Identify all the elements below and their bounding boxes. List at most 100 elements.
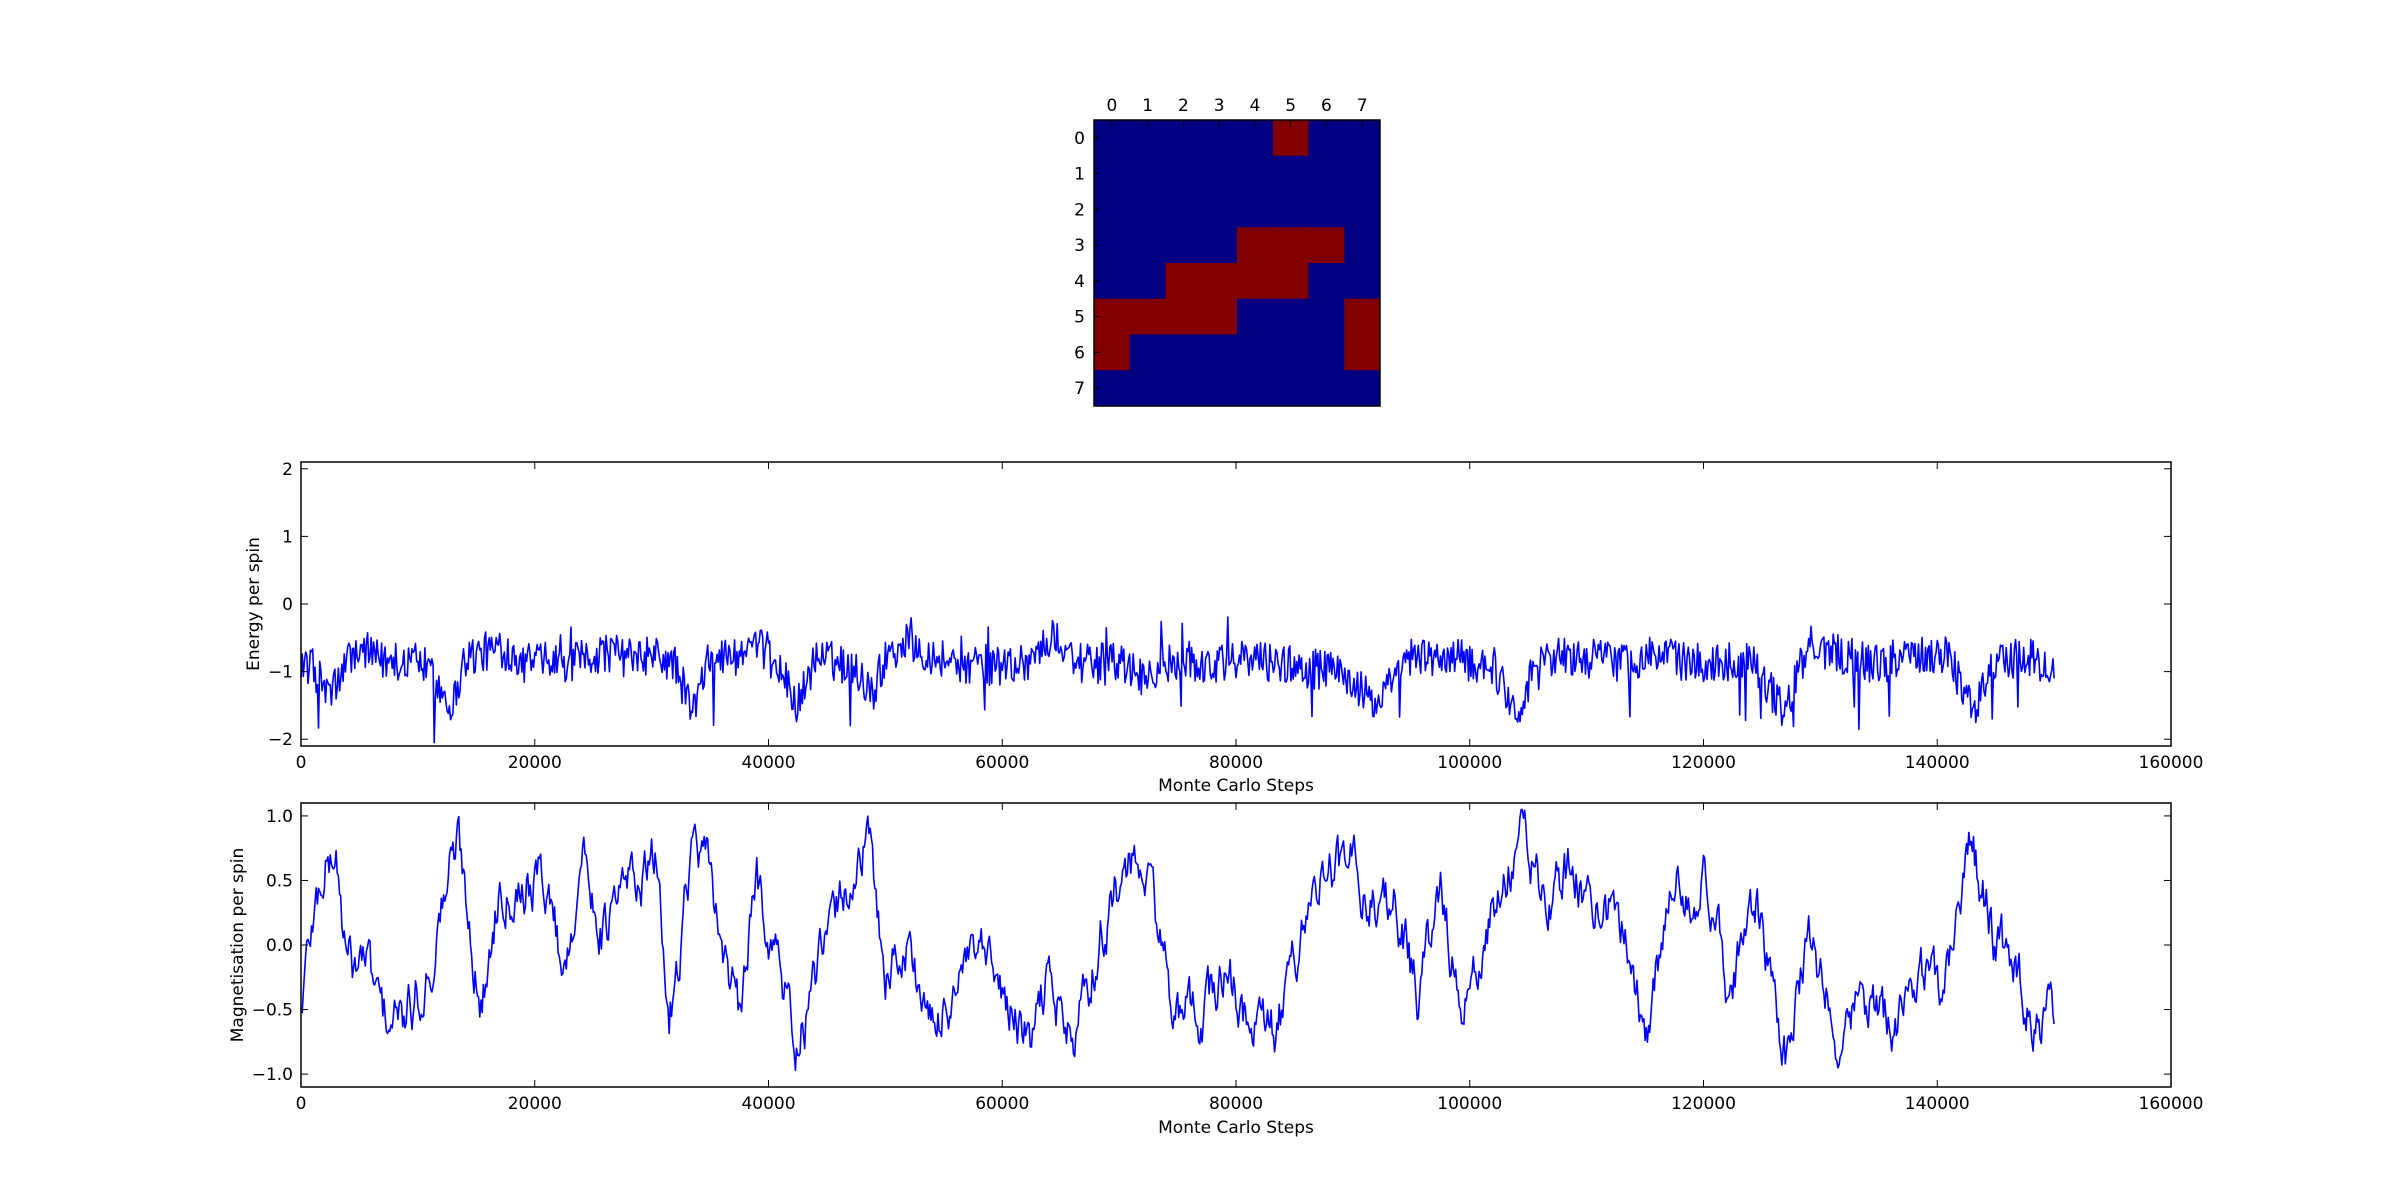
x-tick-label: 0	[296, 753, 307, 773]
lattice-y-tick-label: 0	[1074, 129, 1085, 149]
x-tick-label: 60000	[975, 1094, 1029, 1114]
x-tick-label: 100000	[1437, 753, 1502, 773]
lattice-cell	[1129, 334, 1166, 371]
lattice-cell	[1308, 298, 1345, 335]
lattice-y-tick-label: 7	[1074, 379, 1085, 399]
energy-series-line	[300, 616, 2055, 744]
lattice-cell	[1308, 334, 1345, 371]
lattice-cell	[1201, 155, 1238, 192]
y-tick-label: 2	[282, 460, 293, 480]
lattice-cell	[1094, 191, 1131, 228]
lattice-cell	[1344, 263, 1381, 300]
lattice-cell	[1201, 370, 1238, 407]
energy-y-axis: −2 −1 0 1 2	[268, 460, 2171, 750]
lattice-cell	[1308, 263, 1345, 300]
lattice-cell	[1344, 155, 1381, 192]
x-tick-label: 140000	[1905, 753, 1970, 773]
lattice-y-tick-label: 3	[1074, 236, 1085, 256]
x-tick-label: 60000	[975, 753, 1029, 773]
x-tick-label: 160000	[2139, 1094, 2204, 1114]
lattice-cell	[1129, 227, 1166, 264]
lattice-cell	[1165, 155, 1202, 192]
lattice-cell	[1272, 370, 1309, 407]
lattice-cell	[1344, 298, 1381, 335]
energy-x-axis: 0 20000 40000 60000 80000 100000 120000 140000 1…	[296, 462, 2204, 773]
lattice-x-tick-label: 6	[1321, 96, 1332, 116]
lattice-cell	[1094, 155, 1131, 192]
magnetisation-x-axis: 0 20000 40000 60000 80000 100000 120000 140000 1…	[296, 803, 2204, 1114]
lattice-cell	[1308, 370, 1345, 407]
lattice-cell	[1094, 370, 1131, 407]
lattice-cell	[1165, 298, 1202, 335]
lattice-x-tick-label: 3	[1214, 96, 1225, 116]
y-tick-label: −0.5	[252, 1001, 293, 1021]
x-tick-label: 80000	[1209, 753, 1263, 773]
lattice-cell	[1344, 370, 1381, 407]
x-tick-label: 140000	[1905, 1094, 1970, 1114]
y-tick-label: 1	[282, 527, 293, 547]
magnetisation-y-axis-label: Magnetisation per spin	[228, 848, 248, 1043]
lattice-cell	[1094, 227, 1131, 264]
x-tick-label: 0	[296, 1094, 307, 1114]
lattice-y-tick-label: 5	[1074, 308, 1085, 328]
x-tick-label: 100000	[1437, 1094, 1502, 1114]
magnetisation-x-axis-label: Monte Carlo Steps	[1158, 1118, 1314, 1138]
lattice-cell	[1237, 155, 1274, 192]
lattice-cell	[1344, 120, 1381, 157]
lattice-cell	[1308, 227, 1345, 264]
lattice-cell	[1237, 370, 1274, 407]
lattice-cell	[1129, 370, 1166, 407]
lattice-cell	[1201, 227, 1238, 264]
lattice-cell	[1094, 334, 1131, 371]
lattice-frame	[1093, 119, 1381, 407]
lattice-cell	[1129, 263, 1166, 300]
lattice-cell	[1308, 191, 1345, 228]
magnetisation-panel: 0 20000 40000 60000 80000 100000 120000 140000 1…	[228, 802, 2204, 1138]
lattice-cell	[1272, 298, 1309, 335]
lattice-x-tick-label: 2	[1178, 96, 1189, 116]
lattice-x-tick-label: 4	[1249, 96, 1260, 116]
energy-x-axis-label: Monte Carlo Steps	[1158, 776, 1314, 796]
lattice-cell	[1201, 191, 1238, 228]
lattice-cell	[1165, 334, 1202, 371]
lattice-cell	[1344, 334, 1381, 371]
lattice-x-tick-label: 1	[1142, 96, 1153, 116]
lattice-cell	[1272, 155, 1309, 192]
lattice-cell	[1165, 120, 1202, 157]
x-tick-label: 40000	[741, 1094, 795, 1114]
lattice-x-tick-label: 7	[1357, 96, 1368, 116]
magnetisation-y-axis: −1.0 −0.5 0.0 0.5 1.0	[252, 807, 2171, 1085]
lattice-cell	[1237, 120, 1274, 157]
lattice-cell	[1237, 263, 1274, 300]
lattice-cell	[1165, 191, 1202, 228]
lattice-x-tick-label: 0	[1106, 96, 1117, 116]
lattice-cell	[1201, 334, 1238, 371]
lattice-cell	[1094, 120, 1131, 157]
x-tick-label: 160000	[2139, 753, 2204, 773]
lattice-cell	[1272, 227, 1309, 264]
lattice-y-tick-label: 6	[1074, 343, 1085, 363]
lattice-cell	[1308, 155, 1345, 192]
lattice-cell	[1165, 263, 1202, 300]
y-tick-label: −2	[268, 730, 293, 750]
lattice-y-tick-label: 1	[1074, 165, 1085, 185]
lattice-cell	[1129, 298, 1166, 335]
lattice-cell	[1272, 191, 1309, 228]
lattice-x-tick-label: 5	[1285, 96, 1296, 116]
lattice-cell	[1344, 227, 1381, 264]
lattice-y-axis: 0 1 2 3 4 5 6 7	[1074, 129, 1100, 399]
lattice-cell	[1129, 155, 1166, 192]
y-tick-label: 0.0	[266, 936, 293, 956]
lattice-cell	[1201, 263, 1238, 300]
lattice-cell	[1308, 120, 1345, 157]
lattice-cell	[1201, 298, 1238, 335]
lattice-cell	[1272, 334, 1309, 371]
lattice-cell	[1237, 334, 1274, 371]
lattice-cell	[1129, 191, 1166, 228]
x-tick-label: 120000	[1671, 1094, 1736, 1114]
energy-panel: 0 20000 40000 60000 80000 100000 120000 140000 1…	[244, 460, 2203, 796]
lattice-y-tick-label: 4	[1074, 272, 1085, 292]
lattice-x-axis: 0 1 2 3 4 5 6 7	[1106, 96, 1368, 126]
y-tick-label: 1.0	[266, 807, 293, 827]
